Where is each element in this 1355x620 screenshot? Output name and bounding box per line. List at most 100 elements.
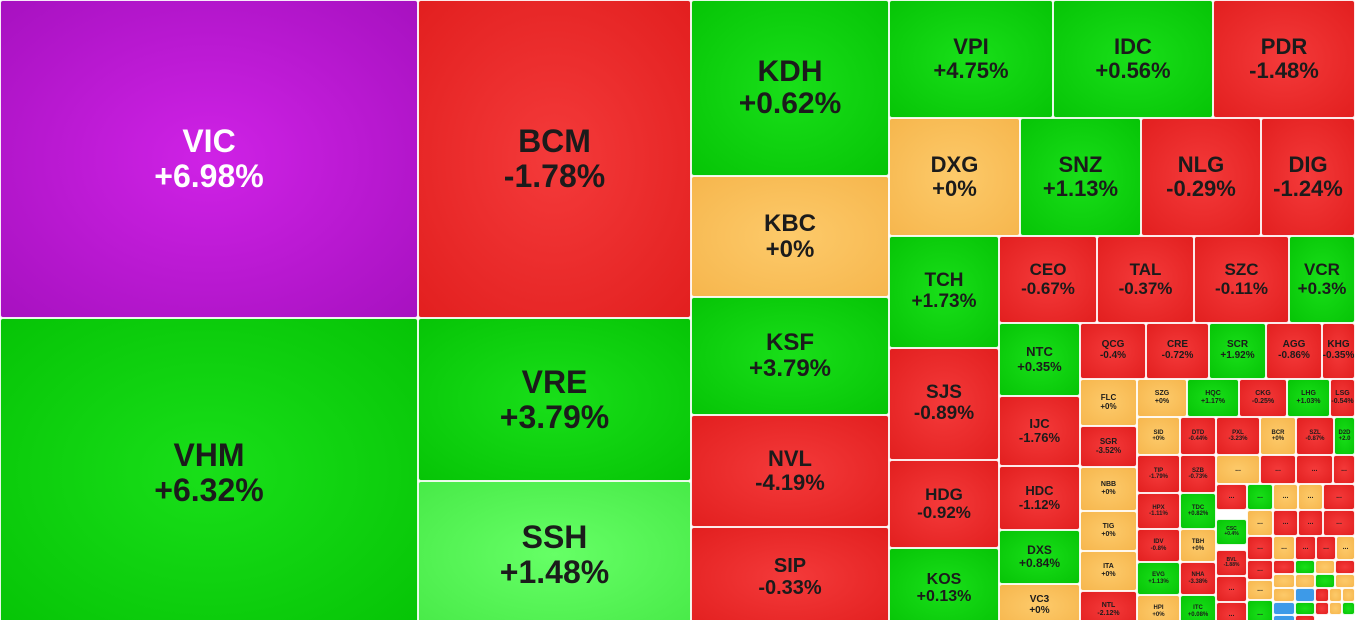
- stock-tile-szg[interactable]: SZG +0%: [1137, 379, 1187, 417]
- collapsed-stock-tile[interactable]: ...: [1216, 602, 1247, 620]
- stock-tile-szb[interactable]: SZB -0.73%: [1180, 455, 1216, 493]
- collapsed-stock-tile[interactable]: ...: [1247, 600, 1273, 620]
- stock-tile-tig[interactable]: TIG +0%: [1080, 511, 1137, 551]
- stock-tile-ssh[interactable]: SSH +1.48%: [418, 481, 691, 620]
- stock-tile-idv[interactable]: IDV -0.8%: [1137, 529, 1180, 562]
- collapsed-stock-tile[interactable]: ...: [1216, 484, 1247, 510]
- stock-tile-evg[interactable]: EVG +1.13%: [1137, 562, 1180, 595]
- stock-tile-kbc[interactable]: KBC +0%: [691, 176, 889, 297]
- stock-tile-bvl[interactable]: BVL -1.88%: [1216, 550, 1247, 576]
- micro-stock-tile[interactable]: [1295, 615, 1315, 620]
- stock-tile-d2d[interactable]: D2D +2.0: [1334, 417, 1355, 455]
- stock-tile-vc3[interactable]: VC3 +0%: [999, 584, 1080, 620]
- stock-tile-snz[interactable]: SNZ +1.13%: [1020, 118, 1141, 236]
- stock-tile-ceo[interactable]: CEO -0.67%: [999, 236, 1097, 323]
- stock-tile-flc[interactable]: FLC +0%: [1080, 379, 1137, 426]
- micro-stock-tile[interactable]: [1329, 602, 1342, 615]
- micro-stock-tile[interactable]: [1342, 602, 1355, 615]
- collapsed-stock-tile[interactable]: ...: [1260, 455, 1296, 484]
- stock-tile-dig[interactable]: DIG -1.24%: [1261, 118, 1355, 236]
- stock-tile-hpx[interactable]: HPX -1.11%: [1137, 493, 1180, 529]
- collapsed-stock-tile[interactable]: ...: [1273, 484, 1298, 510]
- collapsed-stock-tile[interactable]: ...: [1295, 536, 1316, 560]
- collapsed-stock-tile[interactable]: ...: [1333, 455, 1355, 484]
- stock-tile-sip[interactable]: SIP -0.33%: [691, 527, 889, 620]
- micro-stock-tile[interactable]: [1295, 602, 1315, 615]
- stock-tile-itc[interactable]: ITC +0.08%: [1180, 595, 1216, 620]
- micro-stock-tile[interactable]: [1315, 574, 1335, 588]
- stock-tile-dxg[interactable]: DXG +0%: [889, 118, 1020, 236]
- collapsed-stock-tile[interactable]: ...: [1247, 510, 1273, 536]
- stock-tile-hqc[interactable]: HQC +1.17%: [1187, 379, 1239, 417]
- collapsed-stock-tile[interactable]: ...: [1216, 576, 1247, 602]
- micro-stock-tile[interactable]: [1295, 574, 1315, 588]
- stock-tile-hdg[interactable]: HDG -0.92%: [889, 460, 999, 548]
- stock-tile-idc[interactable]: IDC +0.56%: [1053, 0, 1213, 118]
- stock-tile-lhg[interactable]: LHG +1.03%: [1287, 379, 1330, 417]
- collapsed-stock-tile[interactable]: ...: [1336, 536, 1355, 560]
- micro-stock-tile[interactable]: [1273, 602, 1295, 615]
- stock-tile-sid[interactable]: SID +0%: [1137, 417, 1180, 455]
- stock-tile-tch[interactable]: TCH +1.73%: [889, 236, 999, 348]
- micro-stock-tile[interactable]: [1315, 560, 1335, 574]
- stock-tile-bcm[interactable]: BCM -1.78%: [418, 0, 691, 318]
- stock-tile-hpi[interactable]: HPI +0%: [1137, 595, 1180, 620]
- stock-tile-sgr[interactable]: SGR -3.52%: [1080, 426, 1137, 467]
- stock-tile-ita[interactable]: ITA +0%: [1080, 551, 1137, 591]
- micro-stock-tile[interactable]: [1295, 560, 1315, 574]
- stock-tile-pxl[interactable]: PXL -3.23%: [1216, 417, 1260, 455]
- micro-stock-tile[interactable]: [1342, 588, 1355, 602]
- collapsed-stock-tile[interactable]: ...: [1273, 536, 1295, 560]
- collapsed-stock-tile[interactable]: ...: [1247, 560, 1273, 580]
- collapsed-stock-tile[interactable]: ...: [1298, 484, 1323, 510]
- stock-tile-ijc[interactable]: IJC -1.76%: [999, 396, 1080, 466]
- stock-tile-csc[interactable]: CSC +0.4%: [1216, 519, 1247, 545]
- stock-tile-scr[interactable]: SCR +1.92%: [1209, 323, 1266, 379]
- stock-tile-ksf[interactable]: KSF +3.79%: [691, 297, 889, 415]
- stock-tile-ntc[interactable]: NTC +0.35%: [999, 323, 1080, 396]
- stock-tile-vpi[interactable]: VPI +4.75%: [889, 0, 1053, 118]
- stock-tile-tal[interactable]: TAL -0.37%: [1097, 236, 1194, 323]
- stock-tile-dxs[interactable]: DXS +0.84%: [999, 530, 1080, 584]
- stock-tile-nvl[interactable]: NVL -4.19%: [691, 415, 889, 527]
- collapsed-stock-tile[interactable]: ...: [1296, 455, 1333, 484]
- micro-stock-tile[interactable]: [1273, 588, 1295, 602]
- stock-tile-bcr[interactable]: BCR +0%: [1260, 417, 1296, 455]
- stock-tile-pdr[interactable]: PDR -1.48%: [1213, 0, 1355, 118]
- stock-tile-dtd[interactable]: DTD -0.44%: [1180, 417, 1216, 455]
- stock-tile-nlg[interactable]: NLG -0.29%: [1141, 118, 1261, 236]
- stock-tile-szc[interactable]: SZC -0.11%: [1194, 236, 1289, 323]
- stock-tile-tip[interactable]: TIP -1.79%: [1137, 455, 1180, 493]
- micro-stock-tile[interactable]: [1315, 588, 1329, 602]
- collapsed-stock-tile[interactable]: ...: [1273, 510, 1298, 536]
- stock-tile-vcr[interactable]: VCR +0.3%: [1289, 236, 1355, 323]
- stock-tile-nbb[interactable]: NBB +0%: [1080, 467, 1137, 511]
- stock-tile-ntl[interactable]: NTL -2.12%: [1080, 591, 1137, 620]
- collapsed-stock-tile[interactable]: ...: [1323, 484, 1355, 510]
- stock-tile-hdc[interactable]: HDC -1.12%: [999, 466, 1080, 530]
- micro-stock-tile[interactable]: [1273, 574, 1295, 588]
- stock-tile-sjs[interactable]: SJS -0.89%: [889, 348, 999, 460]
- stock-tile-lsg[interactable]: LSG -0.54%: [1330, 379, 1355, 417]
- micro-stock-tile[interactable]: [1273, 615, 1295, 620]
- stock-tile-tdc[interactable]: TDC +0.82%: [1180, 493, 1216, 529]
- stock-tile-tbh[interactable]: TBH +0%: [1180, 529, 1216, 562]
- collapsed-stock-tile[interactable]: ...: [1323, 510, 1355, 536]
- micro-stock-tile[interactable]: [1329, 588, 1342, 602]
- stock-tile-ckg[interactable]: CKG -0.25%: [1239, 379, 1287, 417]
- collapsed-stock-tile[interactable]: ...: [1298, 510, 1323, 536]
- stock-tile-agg[interactable]: AGG -0.86%: [1266, 323, 1322, 379]
- stock-tile-qcg[interactable]: QCG -0.4%: [1080, 323, 1146, 379]
- collapsed-stock-tile[interactable]: ...: [1247, 580, 1273, 600]
- stock-tile-szl[interactable]: SZL -0.87%: [1296, 417, 1334, 455]
- micro-stock-tile[interactable]: [1335, 560, 1355, 574]
- stock-tile-vhm[interactable]: VHM +6.32%: [0, 318, 418, 620]
- collapsed-stock-tile[interactable]: ...: [1247, 484, 1273, 510]
- stock-tile-nha[interactable]: NHA -3.38%: [1180, 562, 1216, 595]
- stock-tile-cre[interactable]: CRE -0.72%: [1146, 323, 1209, 379]
- collapsed-stock-tile[interactable]: ...: [1316, 536, 1336, 560]
- micro-stock-tile[interactable]: [1335, 574, 1355, 588]
- collapsed-stock-tile[interactable]: ...: [1247, 536, 1273, 560]
- stock-tile-kdh[interactable]: KDH +0.62%: [691, 0, 889, 176]
- stock-tile-vic[interactable]: VIC +6.98%: [0, 0, 418, 318]
